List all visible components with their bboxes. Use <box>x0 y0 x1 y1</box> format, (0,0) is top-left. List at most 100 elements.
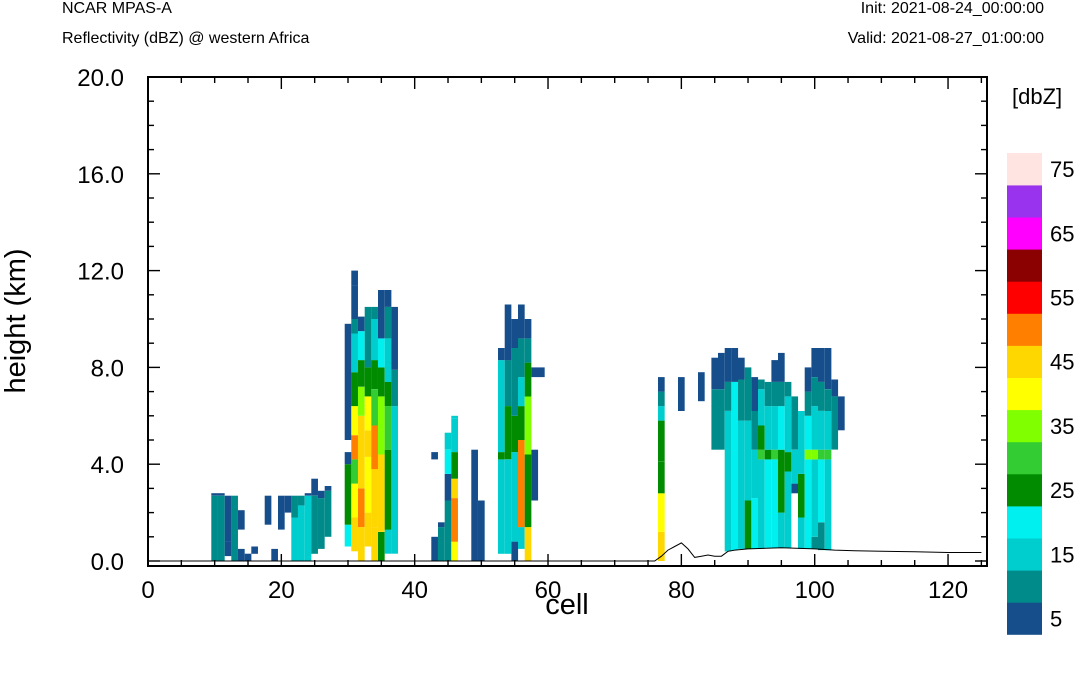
reflectivity-cell <box>311 478 318 496</box>
reflectivity-cell <box>351 372 358 407</box>
reflectivity-cell <box>504 406 512 460</box>
reflectivity-cell <box>771 406 779 450</box>
reflectivity-cell <box>384 290 392 307</box>
reflectivity-cell <box>364 306 372 368</box>
reflectivity-cell <box>351 517 358 552</box>
colorbar-label: 75 <box>1050 157 1074 182</box>
reflectivity-cell <box>838 396 845 431</box>
reflectivity-cell <box>438 527 445 561</box>
reflectivity-cell <box>324 490 332 537</box>
reflectivity-cell <box>791 396 799 450</box>
reflectivity-cell <box>724 381 732 411</box>
reflectivity-cell <box>738 357 745 380</box>
x-tick-label: 40 <box>401 577 428 604</box>
reflectivity-cell <box>764 381 772 407</box>
reflectivity-cell <box>751 411 759 450</box>
reflectivity-cell <box>791 449 799 484</box>
reflectivity-cell <box>731 381 739 551</box>
reflectivity-cell <box>511 452 519 542</box>
reflectivity-cell <box>658 406 665 421</box>
reflectivity-cell <box>384 338 392 382</box>
colorbar-swatch <box>1007 217 1042 250</box>
y-tick-label: 8.0 <box>91 355 124 382</box>
reflectivity-cell <box>831 379 839 397</box>
x-tick-label: 0 <box>141 577 154 604</box>
reflectivity-cell <box>371 389 378 426</box>
reflectivity-cell <box>218 495 225 561</box>
reflectivity-cell <box>291 495 298 518</box>
reflectivity-cell <box>371 306 378 319</box>
colorbar-title: [dbZ] <box>1012 84 1062 109</box>
y-tick-label: 12.0 <box>77 259 124 286</box>
reflectivity-cell <box>244 553 252 561</box>
reflectivity-cell <box>358 360 365 387</box>
reflectivity-cell <box>504 304 512 361</box>
reflectivity-cell <box>804 367 812 392</box>
reflectivity-cell <box>764 406 772 450</box>
reflectivity-cell <box>518 440 525 528</box>
colorbar-swatch <box>1007 313 1042 346</box>
colorbar-label: 25 <box>1050 478 1074 503</box>
reflectivity-cell <box>658 391 665 407</box>
reflectivity-cell <box>358 331 365 361</box>
reflectivity-cell <box>531 449 539 501</box>
reflectivity-cell <box>504 360 512 407</box>
reflectivity-cell <box>451 418 458 453</box>
reflectivity-cell <box>384 529 392 554</box>
reflectivity-cell <box>371 319 378 361</box>
reflectivity-cell <box>218 493 225 496</box>
reflectivity-cell <box>718 352 725 390</box>
reflectivity-cell <box>358 386 365 416</box>
reflectivity-cell <box>344 452 352 465</box>
reflectivity-cell <box>444 473 452 501</box>
reflectivity-cell <box>751 377 759 411</box>
reflectivity-cell <box>824 348 832 390</box>
reflectivity-cell <box>711 389 719 450</box>
reflectivity-cell <box>811 377 819 407</box>
reflectivity-cell <box>531 367 539 378</box>
reflectivity-cell <box>698 372 705 402</box>
reflectivity-cell <box>811 459 819 537</box>
reflectivity-cell <box>364 396 372 431</box>
x-tick-label: 120 <box>928 577 968 604</box>
reflectivity-cell <box>731 348 739 382</box>
reflectivity-cell <box>378 396 385 455</box>
reflectivity-cell <box>764 449 772 460</box>
y-tick-label: 4.0 <box>91 452 124 479</box>
reflectivity-cell <box>778 352 785 382</box>
reflectivity-cell <box>771 459 779 548</box>
colorbar-swatch <box>1007 538 1042 571</box>
x-tick-label: 80 <box>668 577 695 604</box>
reflectivity-cell <box>784 452 792 472</box>
reflectivity-cell <box>758 459 765 549</box>
reflectivity-cell <box>351 270 358 286</box>
reflectivity-cell <box>378 338 385 368</box>
reflectivity-cell <box>284 495 292 513</box>
reflectivity-cell <box>498 452 505 460</box>
reflectivity-cell <box>778 381 785 407</box>
reflectivity-cell <box>798 411 805 474</box>
reflectivity-cell <box>738 379 745 421</box>
reflectivity-cell <box>804 391 812 416</box>
reflectivity-cell <box>304 493 312 496</box>
reflectivity-cell <box>478 500 485 561</box>
reflectivity-cell <box>791 483 799 494</box>
reflectivity-cell <box>298 505 305 561</box>
reflectivity-cell <box>811 536 819 549</box>
reflectivity-cell <box>658 377 665 392</box>
reflectivity-cell <box>384 381 392 407</box>
reflectivity-cell <box>344 524 352 547</box>
colorbar-labels: 5 15 25 35 45 55 65 75 <box>1050 157 1074 631</box>
reflectivity-cell <box>384 406 392 450</box>
reflectivity-cell <box>824 411 832 450</box>
reflectivity-cell <box>738 420 745 549</box>
reflectivity-cell <box>371 527 378 561</box>
colorbar-label: 15 <box>1050 542 1074 567</box>
reflectivity-cell <box>451 478 458 499</box>
colorbar-label: 5 <box>1050 607 1062 632</box>
reflectivity-cell <box>811 449 819 460</box>
reflectivity-cell <box>658 493 665 532</box>
reflectivity-cell <box>784 381 792 397</box>
terrain-line <box>148 542 982 562</box>
